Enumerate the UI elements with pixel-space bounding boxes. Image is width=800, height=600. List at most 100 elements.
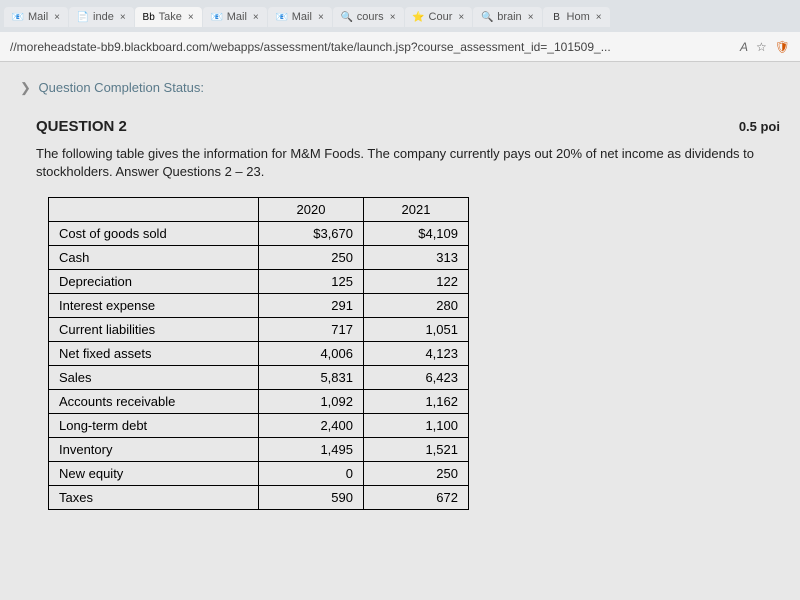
tab-favicon: 🔍: [341, 11, 353, 23]
question-title: QUESTION 2: [36, 118, 127, 135]
table-row: Inventory1,4951,521: [49, 438, 469, 462]
chevron-icon[interactable]: ❯: [20, 80, 31, 95]
row-value-2020: 291: [259, 294, 364, 318]
row-label: Taxes: [49, 486, 259, 510]
reader-mode-icon[interactable]: A: [740, 40, 748, 54]
year-header-1: 2020: [259, 198, 364, 222]
tab-label: inde: [93, 11, 114, 23]
browser-tab-strip: 📧Mail×📄inde×BbTake×📧Mail×📧Mail×🔍cours×⭐C…: [0, 0, 800, 32]
row-label: Accounts receivable: [49, 390, 259, 414]
browser-tab[interactable]: 📧 Mail ×: [268, 7, 332, 27]
row-label: Current liabilities: [49, 318, 259, 342]
row-label: Sales: [49, 366, 259, 390]
financial-table: 2020 2021 Cost of goods sold$3,670$4,109…: [48, 197, 469, 510]
shield-icon[interactable]: 🛡: [775, 40, 790, 54]
row-value-2021: 313: [364, 246, 469, 270]
tab-label: Mail: [292, 11, 312, 23]
row-value-2021: 280: [364, 294, 469, 318]
row-value-2021: 1,521: [364, 438, 469, 462]
row-value-2021: 250: [364, 462, 469, 486]
row-value-2020: 125: [259, 270, 364, 294]
close-icon[interactable]: ×: [596, 12, 602, 23]
table-header-row: 2020 2021: [49, 198, 469, 222]
address-bar-icons: A ☆ 🛡: [740, 40, 790, 54]
close-icon[interactable]: ×: [120, 12, 126, 23]
row-value-2021: 122: [364, 270, 469, 294]
tab-favicon: 📄: [77, 11, 89, 23]
browser-tab[interactable]: 🔍 brain ×: [473, 7, 541, 27]
table-row: Sales5,8316,423: [49, 366, 469, 390]
close-icon[interactable]: ×: [318, 12, 324, 23]
row-label: Interest expense: [49, 294, 259, 318]
tab-label: Take: [159, 11, 182, 23]
row-label: Inventory: [49, 438, 259, 462]
row-value-2020: 5,831: [259, 366, 364, 390]
row-value-2020: 250: [259, 246, 364, 270]
row-value-2020: 0: [259, 462, 364, 486]
row-label: New equity: [49, 462, 259, 486]
content-area: ❯ Question Completion Status: QUESTION 2…: [0, 62, 800, 600]
row-value-2021: 1,100: [364, 414, 469, 438]
row-value-2020: 4,006: [259, 342, 364, 366]
table-row: Cost of goods sold$3,670$4,109: [49, 222, 469, 246]
close-icon[interactable]: ×: [188, 12, 194, 23]
row-value-2020: $3,670: [259, 222, 364, 246]
table-row: Long-term debt2,4001,100: [49, 414, 469, 438]
favorite-icon[interactable]: ☆: [756, 40, 767, 54]
row-value-2021: 672: [364, 486, 469, 510]
table-row: Taxes590672: [49, 486, 469, 510]
tab-favicon: ⭐: [413, 11, 425, 23]
close-icon[interactable]: ×: [54, 12, 60, 23]
completion-status: ❯ Question Completion Status:: [20, 72, 780, 104]
row-label: Long-term debt: [49, 414, 259, 438]
row-label: Depreciation: [49, 270, 259, 294]
tab-label: brain: [497, 11, 521, 23]
tab-label: Mail: [28, 11, 48, 23]
row-value-2020: 717: [259, 318, 364, 342]
tab-label: cours: [357, 11, 384, 23]
close-icon[interactable]: ×: [253, 12, 259, 23]
tab-favicon: 📧: [211, 11, 223, 23]
tab-favicon: 📧: [12, 11, 24, 23]
question-points: 0.5 poi: [739, 119, 780, 134]
browser-tab[interactable]: 📧 Mail ×: [203, 7, 267, 27]
row-value-2021: $4,109: [364, 222, 469, 246]
close-icon[interactable]: ×: [390, 12, 396, 23]
question-body: The following table gives the informatio…: [20, 145, 780, 197]
browser-tab[interactable]: 📧 Mail ×: [4, 7, 68, 27]
row-value-2021: 1,051: [364, 318, 469, 342]
empty-header-cell: [49, 198, 259, 222]
row-value-2021: 6,423: [364, 366, 469, 390]
close-icon[interactable]: ×: [528, 12, 534, 23]
tab-favicon: 🔍: [481, 11, 493, 23]
row-value-2021: 4,123: [364, 342, 469, 366]
table-row: Current liabilities7171,051: [49, 318, 469, 342]
browser-tab[interactable]: ⭐Cour×: [405, 7, 473, 27]
completion-label: Question Completion Status:: [39, 80, 204, 95]
tab-favicon: B: [551, 11, 563, 23]
row-value-2020: 2,400: [259, 414, 364, 438]
table-row: Accounts receivable1,0921,162: [49, 390, 469, 414]
close-icon[interactable]: ×: [458, 12, 464, 23]
row-label: Cost of goods sold: [49, 222, 259, 246]
year-header-2: 2021: [364, 198, 469, 222]
question-header: QUESTION 2 0.5 poi: [20, 104, 780, 145]
table-row: Cash250313: [49, 246, 469, 270]
table-row: Net fixed assets4,0064,123: [49, 342, 469, 366]
table-row: Depreciation125122: [49, 270, 469, 294]
row-value-2020: 1,092: [259, 390, 364, 414]
browser-tab[interactable]: 📄 inde ×: [69, 7, 134, 27]
url-text: //moreheadstate-bb9.blackboard.com/webap…: [10, 40, 740, 54]
row-value-2021: 1,162: [364, 390, 469, 414]
address-bar: //moreheadstate-bb9.blackboard.com/webap…: [0, 32, 800, 62]
table-row: New equity0250: [49, 462, 469, 486]
browser-tab[interactable]: B Hom ×: [543, 7, 610, 27]
row-label: Net fixed assets: [49, 342, 259, 366]
browser-tab[interactable]: Bb Take ×: [135, 7, 202, 27]
tab-label: Hom: [567, 11, 590, 23]
row-label: Cash: [49, 246, 259, 270]
tab-label: Mail: [227, 11, 247, 23]
browser-tab[interactable]: 🔍 cours ×: [333, 7, 404, 27]
tab-favicon: Bb: [143, 11, 155, 23]
tab-favicon: 📧: [276, 11, 288, 23]
